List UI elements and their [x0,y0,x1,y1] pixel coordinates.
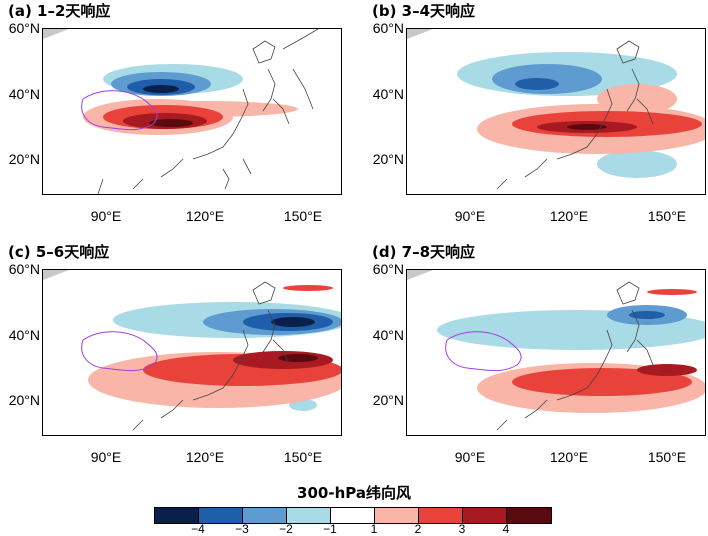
panel-title-a: (a) 1–2天响应 [8,2,111,20]
colorbar [154,507,552,524]
anomaly-pos-4 [149,119,193,127]
anomaly-pos-north [283,285,333,291]
corner-shade [43,29,69,39]
lon-label-90: 90°E [90,208,122,224]
anomaly-pos-3 [637,364,697,376]
lon-label-90: 90°E [90,449,122,465]
colorbar-cell [243,508,287,523]
anomaly-pos-2 [512,368,692,396]
map-frame-a [42,28,342,195]
colorbar-cell [419,508,463,523]
corner-shade [43,270,69,280]
lat-label-40: 40°N [8,86,40,102]
colorbar-cell [287,508,331,523]
anomaly-pos-4 [567,124,607,130]
map-c [43,270,341,431]
lat-label-40: 40°N [372,327,404,343]
plateau-contour [81,90,158,131]
colorbar-cell [199,508,243,523]
coastline [496,281,654,431]
panel-d: (d) 7–8天响应 60°N 40°N 20°N 90°E 120°E 150… [364,241,708,481]
anomaly-neg-3 [515,78,559,90]
panel-title-d: (d) 7–8天响应 [372,243,476,261]
lon-label-150: 150°E [647,208,687,224]
lat-label-20: 20°N [372,151,404,167]
coastline [132,281,290,431]
plateau-contour [445,331,522,372]
corner-shade [407,270,433,280]
colorbar-cell [463,508,507,523]
anomaly-neg-4 [143,85,179,93]
coastline [97,40,290,194]
colorbar-label: −4 [191,522,205,536]
colorbar-label: 4 [502,522,510,536]
plateau-contour [81,331,158,372]
colorbar-title: 300-hPa纬向风 [297,484,411,502]
map-frame-c [42,269,342,436]
map-d [407,270,705,431]
lat-label-20: 20°N [8,392,40,408]
panel-c: (c) 5–6天响应 60°N 40°N 20°N 90°E 120°E 150… [0,241,354,481]
lon-label-150: 150°E [647,449,687,465]
lat-label-20: 20°N [372,392,404,408]
coastline [496,40,654,190]
corner-shade [407,29,433,39]
panel-title-c: (c) 5–6天响应 [8,243,110,261]
lat-label-20: 20°N [8,151,40,167]
map-b [407,29,705,190]
anomaly-neg-south [597,150,677,178]
lat-label-40: 40°N [8,327,40,343]
coastline-2 [222,29,319,190]
colorbar-label: 1 [370,522,378,536]
lat-label-40: 40°N [372,86,404,102]
colorbar-label: 2 [414,522,422,536]
colorbar-label: −3 [235,522,249,536]
lat-label-60: 60°N [372,20,404,36]
map-frame-d [406,269,706,436]
anomaly-pos-4 [278,354,318,362]
lon-label-150: 150°E [283,449,323,465]
lon-label-90: 90°E [454,208,486,224]
map-a [43,29,319,194]
lon-label-150: 150°E [283,208,323,224]
map-frame-b [406,28,706,195]
colorbar-label: 3 [458,522,466,536]
colorbar-cell [375,508,419,523]
anomaly-pos-north [647,289,697,295]
lon-label-120: 120°E [549,208,589,224]
lon-label-120: 120°E [549,449,589,465]
lon-label-120: 120°E [185,449,225,465]
lon-label-120: 120°E [185,208,225,224]
lon-label-90: 90°E [454,449,486,465]
panel-title-b: (b) 3–4天响应 [372,2,476,20]
colorbar-cell [507,508,551,523]
lat-label-60: 60°N [372,261,404,277]
anomaly-neg-4 [271,317,315,327]
panel-a: (a) 1–2天响应 60°N 40°N 20°N 90°E 120°E 150… [0,0,354,240]
colorbar-cell [155,508,199,523]
panel-b: (b) 3–4天响应 60°N 40°N 20°N 90°E 120°E 150… [364,0,708,240]
lat-label-60: 60°N [8,261,40,277]
anomaly-neg-3 [629,311,665,319]
colorbar-cell [331,508,375,523]
lat-label-60: 60°N [8,20,40,36]
colorbar-label: −1 [323,522,337,536]
colorbar-label: −2 [279,522,293,536]
